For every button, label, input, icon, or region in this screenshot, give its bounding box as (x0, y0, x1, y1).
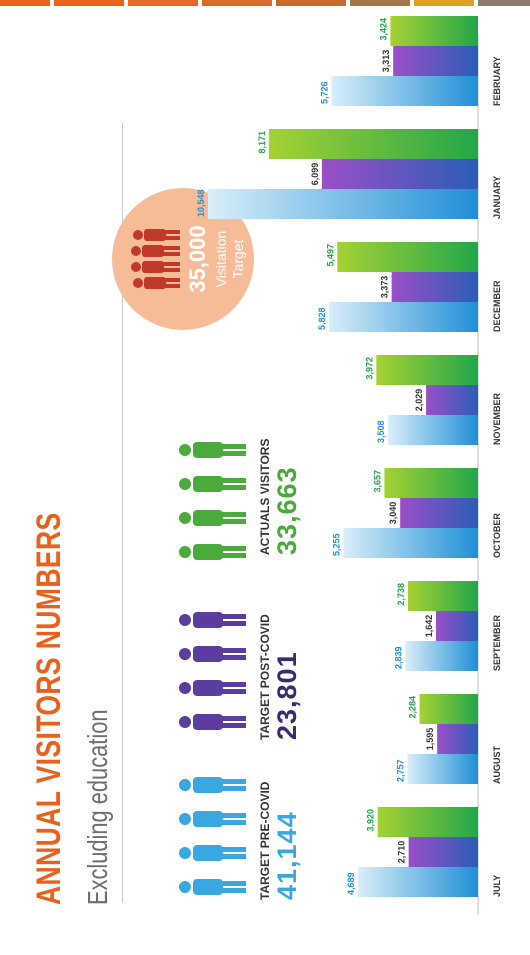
person-icon (179, 714, 246, 730)
bar-actual (376, 355, 478, 385)
bar-post-covid (408, 837, 479, 867)
bar-pre-covid (208, 189, 478, 219)
bar-value-label: 5,828 (317, 307, 327, 330)
bar-pre-covid (405, 641, 478, 671)
person-icon (179, 680, 246, 696)
bar-post-covid (400, 498, 478, 528)
month-label: DECEMBER (492, 280, 502, 332)
bar-value-label: 3,508 (376, 420, 386, 443)
bar-value-label: 2,738 (396, 583, 406, 606)
bar-post-covid (437, 724, 479, 754)
person-icons-actual (179, 442, 246, 560)
bar-value-label: 2,839 (393, 646, 403, 669)
bar-value-label: 6,099 (310, 163, 320, 186)
person-icon (179, 544, 246, 560)
person-icon (179, 845, 246, 861)
post-covid-figures (172, 595, 257, 740)
bar-post-covid (391, 272, 478, 302)
bar-value-label: 3,972 (364, 357, 374, 380)
person-icon (179, 879, 246, 895)
person-icon (179, 442, 246, 458)
person-icon (179, 777, 246, 793)
month-label: JULY (492, 875, 502, 897)
bar-value-label: 5,726 (319, 81, 329, 104)
bar-pre-covid (331, 76, 478, 106)
month-label: FEBRUARY (492, 56, 502, 106)
month-label: OCTOBER (492, 513, 502, 558)
red-people-icon (131, 229, 180, 289)
bar-value-label: 4,689 (346, 872, 356, 895)
bar-actual (377, 807, 478, 837)
bar-post-covid (321, 159, 479, 189)
bar-actual (407, 581, 478, 611)
month-label: SEPTEMBER (492, 614, 502, 671)
month-label: JANUARY (492, 176, 502, 219)
bar-value-label: 2,029 (414, 389, 424, 412)
bar-pre-covid (407, 754, 478, 784)
bar-value-label: 3,424 (378, 18, 388, 41)
person-icon (179, 612, 246, 628)
bar-value-label: 8,171 (257, 131, 267, 154)
actual-figures (172, 425, 257, 570)
person-icon (179, 811, 246, 827)
bar-post-covid (435, 611, 478, 641)
bar-actual (384, 468, 478, 498)
bar-value-label: 3,657 (372, 470, 382, 493)
top-accent-bar (0, 0, 530, 6)
bar-actual (419, 694, 478, 724)
bar-value-label: 5,255 (331, 533, 341, 556)
bar-value-label: 3,040 (388, 502, 398, 525)
pre-covid-figures (172, 760, 257, 905)
bar-pre-covid (343, 528, 479, 558)
month-label: AUGUST (492, 745, 502, 784)
person-icons-post-covid (179, 612, 246, 730)
bar-post-covid (426, 385, 478, 415)
month-label: NOVEMBER (492, 392, 502, 445)
bar-actual (268, 129, 478, 159)
bar-actual (390, 16, 478, 46)
bar-value-label: 2,284 (408, 696, 418, 719)
bar-value-label: 1,595 (425, 728, 435, 751)
person-icons-pre-covid (179, 777, 246, 895)
person-icon (179, 510, 246, 526)
bar-post-covid (393, 46, 479, 76)
bar-value-label: 1,642 (424, 615, 434, 638)
bar-value-label: 10,548 (196, 189, 206, 217)
bar-pre-covid (328, 302, 479, 332)
bar-value-label: 3,920 (366, 809, 376, 832)
bar-value-label: 3,373 (380, 276, 390, 299)
bar-actual (337, 242, 478, 272)
bar-value-label: 3,313 (381, 50, 391, 73)
bar-pre-covid (388, 415, 478, 445)
bar-value-label: 5,497 (325, 244, 335, 267)
bar-value-label: 2,757 (395, 759, 405, 782)
person-icon (179, 646, 246, 662)
bar-value-label: 2,710 (397, 841, 407, 864)
person-icon (179, 476, 246, 492)
bar-pre-covid (357, 867, 478, 897)
